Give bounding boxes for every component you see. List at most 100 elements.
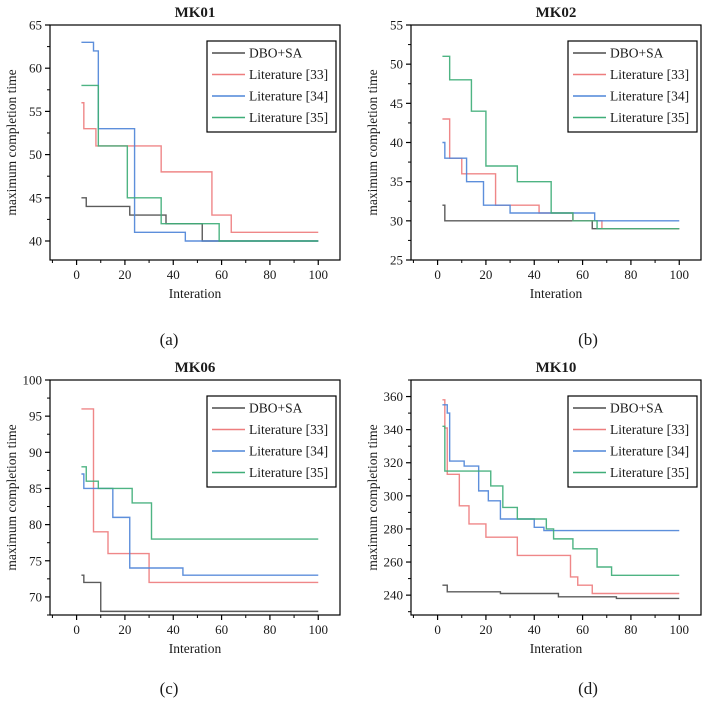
legend-item-dbo-sa: DBO+SA — [212, 401, 303, 416]
x-tick-label: 20 — [118, 267, 131, 282]
y-tick-label: 55 — [29, 104, 42, 119]
legend-label: Literature [33] — [610, 67, 689, 82]
legend-item-literature-33: Literature [33] — [212, 422, 328, 437]
y-tick-label: 100 — [23, 373, 43, 388]
legend: DBO+SA Literature [33] Literature [34] Lite… — [567, 395, 698, 488]
x-tick-label: 40 — [528, 622, 541, 637]
legend: DBO+SA Literature [33] Literature [34] Lite… — [567, 40, 698, 133]
y-tick-label: 300 — [384, 488, 404, 503]
y-tick-label: 25 — [390, 253, 403, 268]
x-tick-label: 100 — [670, 622, 690, 637]
legend: DBO+SA Literature [33] Literature [34] Lite… — [206, 40, 337, 133]
legend-label: Literature [35] — [249, 465, 328, 480]
x-tick-label: 60 — [576, 622, 589, 637]
x-axis-label: Interation — [169, 286, 222, 301]
series-line-literature-33 — [442, 118, 680, 230]
y-axis-label: maximum completion time — [365, 69, 380, 215]
y-axis-label: maximum completion time — [4, 69, 19, 215]
legend-label: Literature [34] — [249, 444, 328, 459]
legend-item-literature-35: Literature [35] — [212, 110, 328, 125]
legend-item-literature-35: Literature [35] — [212, 465, 328, 480]
chart-mk02-figure: 0 20 40 60 80 100 25 30 35 40 45 50 55 MK02 Interation… — [361, 0, 722, 355]
x-tick-label: 40 — [528, 267, 541, 282]
series-line-literature-34 — [442, 404, 680, 532]
x-tick-label: 80 — [624, 267, 637, 282]
legend-item-literature-34: Literature [34] — [212, 444, 328, 459]
y-tick-label: 45 — [390, 96, 403, 111]
x-tick-label: 0 — [73, 622, 80, 637]
legend-item-dbo-sa: DBO+SA — [573, 46, 664, 61]
chart-mk01-figure: 0 20 40 60 80 100 40 45 50 55 60 65 MK01 Interation ma… — [0, 0, 361, 355]
y-tick-label: 260 — [384, 555, 404, 570]
y-tick-label: 280 — [384, 521, 404, 536]
chart-caption-d: (d) — [578, 679, 598, 698]
x-tick-label: 80 — [263, 622, 276, 637]
x-axis-label: Interation — [169, 641, 222, 656]
x-tick-label: 100 — [309, 622, 329, 637]
x-tick-label: 100 — [670, 267, 690, 282]
chart-title: MK10 — [536, 360, 577, 376]
series-line-literature-33 — [442, 399, 680, 595]
plot-area — [49, 24, 341, 261]
legend-item-literature-33: Literature [33] — [573, 67, 689, 82]
y-tick-label: 50 — [390, 57, 403, 72]
x-tick-label: 40 — [167, 267, 180, 282]
series-line-dbo-sa — [442, 204, 680, 230]
legend-item-literature-34: Literature [34] — [573, 89, 689, 104]
chart-mk10-figure: 0 20 40 60 80 100 240 260 280 300 320 340 360 MK10 Int… — [361, 355, 722, 709]
plot-area — [49, 379, 341, 616]
legend-label: Literature [34] — [249, 89, 328, 104]
series-line-literature-33 — [81, 102, 319, 234]
legend-item-literature-34: Literature [34] — [212, 89, 328, 104]
y-tick-label: 65 — [29, 18, 42, 33]
plot-area — [410, 379, 702, 616]
y-tick-label: 85 — [29, 481, 42, 496]
series-line-literature-34 — [81, 473, 319, 576]
x-tick-label: 60 — [215, 267, 228, 282]
x-tick-label: 0 — [434, 622, 441, 637]
legend-label: Literature [33] — [249, 67, 328, 82]
y-axis-label: maximum completion time — [4, 424, 19, 570]
x-tick-label: 80 — [624, 622, 637, 637]
x-tick-label: 20 — [118, 622, 131, 637]
series-line-literature-34 — [442, 141, 680, 222]
legend-label: DBO+SA — [610, 46, 664, 61]
x-axis-label: Interation — [530, 286, 583, 301]
legend-item-literature-34: Literature [34] — [573, 444, 689, 459]
legend-item-dbo-sa: DBO+SA — [212, 46, 303, 61]
legend-item-literature-35: Literature [35] — [573, 465, 689, 480]
legend-label: DBO+SA — [249, 401, 303, 416]
legend-item-literature-33: Literature [33] — [573, 422, 689, 437]
y-tick-label: 95 — [29, 409, 42, 424]
y-tick-label: 40 — [390, 135, 403, 150]
chart-caption-b: (b) — [578, 330, 598, 349]
x-tick-label: 60 — [215, 622, 228, 637]
legend-label: DBO+SA — [249, 46, 303, 61]
x-tick-label: 100 — [309, 267, 329, 282]
legend-label: Literature [35] — [610, 110, 689, 125]
chart-title: MK06 — [175, 360, 216, 376]
series-line-dbo-sa — [442, 584, 680, 600]
y-axis-label: maximum completion time — [365, 424, 380, 570]
series-line-literature-34 — [81, 41, 319, 242]
legend: DBO+SA Literature [33] Literature [34] Lite… — [206, 395, 337, 488]
x-tick-label: 80 — [263, 267, 276, 282]
y-tick-label: 60 — [29, 61, 42, 76]
y-tick-label: 30 — [390, 213, 403, 228]
chart-title: MK02 — [536, 5, 577, 21]
y-tick-label: 320 — [384, 455, 404, 470]
x-tick-label: 20 — [479, 622, 492, 637]
legend-item-dbo-sa: DBO+SA — [573, 401, 664, 416]
chart-mk06-figure: 0 20 40 60 80 100 70 75 80 85 90 95 100 MK06 Interatio… — [0, 355, 361, 709]
legend-label: Literature [35] — [610, 465, 689, 480]
x-tick-label: 60 — [576, 267, 589, 282]
legend-label: Literature [33] — [610, 422, 689, 437]
x-axis-label: Interation — [530, 641, 583, 656]
y-tick-label: 90 — [29, 445, 42, 460]
y-tick-label: 340 — [384, 422, 404, 437]
chart-title: MK01 — [175, 5, 216, 21]
y-tick-label: 35 — [390, 174, 403, 189]
legend-item-literature-35: Literature [35] — [573, 110, 689, 125]
y-tick-label: 240 — [384, 588, 404, 603]
